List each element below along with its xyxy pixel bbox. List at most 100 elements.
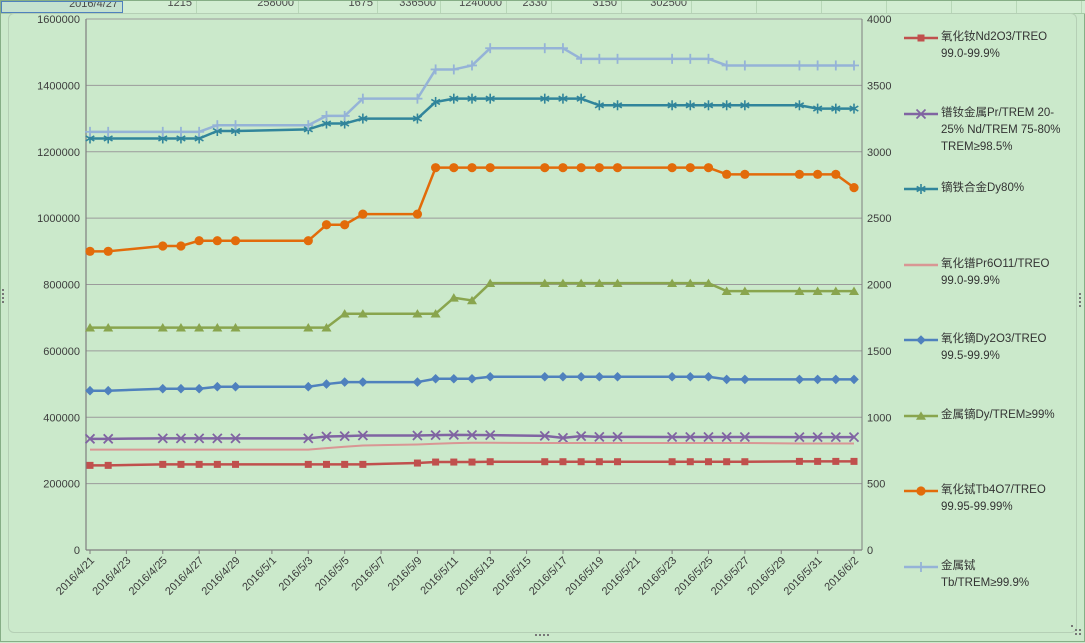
series-0[interactable] <box>86 457 858 469</box>
resize-handle-left[interactable] <box>2 289 4 291</box>
legend-entry-3[interactable]: 氧化镨Pr6O11/TREO 99.0-99.9% <box>903 256 1049 290</box>
marker <box>339 377 350 387</box>
legend-label: 镨钕金属Pr/TREM 20- 25% Nd/TREM 75-80% TREM≥98… <box>941 106 1061 153</box>
marker <box>558 163 568 173</box>
sheet-cell-value[interactable]: 3150 <box>552 1 622 13</box>
marker <box>412 309 423 318</box>
marker <box>812 286 823 295</box>
marker <box>721 286 732 295</box>
marker <box>540 163 550 173</box>
marker <box>794 286 805 295</box>
marker <box>849 286 859 295</box>
marker <box>703 371 714 382</box>
sheet-cell-empty[interactable] <box>757 1 822 13</box>
marker <box>794 374 805 385</box>
sheet-cell-value[interactable]: 2330 <box>507 1 552 13</box>
sheet-cell-empty[interactable] <box>887 1 952 13</box>
marker <box>831 374 841 385</box>
marker <box>159 460 167 468</box>
marker <box>485 278 496 287</box>
marker <box>430 373 441 384</box>
marker <box>703 278 714 287</box>
marker <box>849 374 859 385</box>
series-5[interactable] <box>85 278 859 332</box>
marker <box>195 460 203 468</box>
legend-entry-7[interactable]: 金属铽 Tb/TREM≥99.9% <box>903 558 1029 592</box>
marker <box>668 458 676 466</box>
series-7[interactable] <box>85 43 859 137</box>
marker <box>104 461 112 469</box>
marker <box>576 278 587 287</box>
marker <box>340 220 350 230</box>
series-1[interactable] <box>84 429 860 444</box>
legend-label: 金属铽 Tb/TREM≥99.9% <box>941 559 1030 589</box>
marker <box>431 163 441 173</box>
marker <box>448 293 459 302</box>
left-axis-label: 200000 <box>43 479 80 491</box>
marker <box>794 169 805 179</box>
marker <box>157 383 168 394</box>
marker <box>430 309 441 318</box>
sheet-cell-date[interactable]: 2016/4/27 <box>1 1 123 13</box>
left-axis-label: 0 <box>74 545 80 557</box>
legend-entry-2[interactable]: 镝铁合金Dy80% <box>903 180 1024 197</box>
legend-marker <box>904 335 938 345</box>
right-axis-label: 1000 <box>867 412 891 424</box>
marker <box>449 373 459 384</box>
marker <box>813 169 823 179</box>
legend-entry-5[interactable]: 金属镝Dy/TREM≥99% <box>903 407 1055 424</box>
marker <box>212 236 222 246</box>
sheet-cell-value[interactable]: 1675 <box>299 1 378 13</box>
marker <box>740 169 750 179</box>
marker <box>467 373 477 384</box>
legend-entry-1[interactable]: 镨钕金属Pr/TREM 20- 25% Nd/TREM 75-80% TREM≥98… <box>903 105 1061 156</box>
legend-entry-0[interactable]: 氧化钕Nd2O3/TREO 99.0-99.9% <box>903 29 1047 63</box>
sheet-cell-empty[interactable] <box>822 1 887 13</box>
sheet-cell-empty[interactable] <box>952 1 1017 13</box>
sheet-cell-text: 3150 <box>592 1 617 9</box>
legend-entry-6[interactable]: 氧化铽Tb4O7/TREO 99.95-99.99% <box>903 482 1046 516</box>
marker <box>321 323 332 332</box>
marker <box>612 163 623 173</box>
axes[interactable] <box>85 19 863 551</box>
marker <box>704 458 712 466</box>
x-axis-label: 2016/5/19 <box>563 555 606 598</box>
marker <box>194 383 204 394</box>
series-6[interactable] <box>85 163 859 256</box>
sheet-cell-value[interactable]: 302500 <box>622 1 692 13</box>
marker <box>177 460 185 468</box>
marker <box>85 246 95 256</box>
sheet-cell-value[interactable]: 258000 <box>197 1 299 13</box>
resize-handle-corner[interactable] <box>1071 625 1073 627</box>
sheet-cell-empty[interactable] <box>1017 1 1082 13</box>
legend-entry-4[interactable]: 氧化镝Dy2O3/TREO 99.5-99.9% <box>903 331 1046 365</box>
sheet-cell-value[interactable]: 336500 <box>378 1 441 13</box>
series-2[interactable] <box>85 93 859 144</box>
sheet-cell-value[interactable]: 1215 <box>123 1 197 13</box>
marker <box>541 458 549 466</box>
legend-label: 金属镝Dy/TREM≥99% <box>941 408 1055 421</box>
marker <box>814 457 822 465</box>
marker <box>213 460 221 468</box>
legend-marker <box>904 263 938 266</box>
marker <box>468 458 476 466</box>
marker <box>86 461 94 469</box>
series-3[interactable] <box>90 441 854 451</box>
marker <box>486 458 494 466</box>
marker <box>176 241 186 251</box>
right-axis-label: 0 <box>867 545 873 557</box>
resize-handle-bottom[interactable] <box>535 634 537 636</box>
legend-marker <box>904 486 938 496</box>
sheet-cell-value[interactable]: 1240000 <box>441 1 507 13</box>
sheet-cell-empty[interactable] <box>692 1 757 13</box>
series-4[interactable] <box>85 371 859 396</box>
marker <box>85 385 95 396</box>
marker <box>703 163 714 173</box>
marker <box>739 286 750 295</box>
marker <box>212 381 223 392</box>
marker <box>485 371 495 382</box>
resize-handle-right[interactable] <box>1079 293 1081 295</box>
x-axis-label: 2016/5/13 <box>454 555 497 598</box>
left-axis-label: 1600000 <box>37 14 80 26</box>
